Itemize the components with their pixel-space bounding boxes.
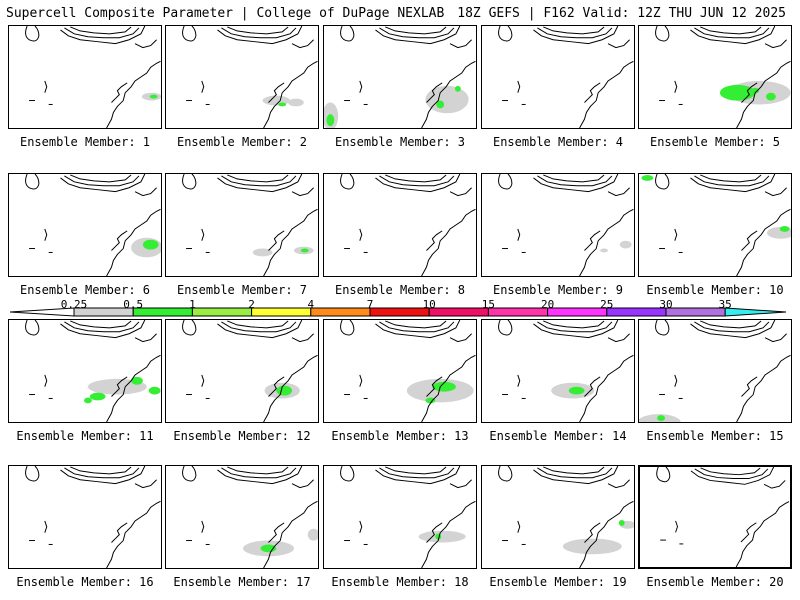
map-image — [340, 320, 476, 422]
map-panel-member-4[interactable] — [481, 25, 635, 129]
colorbar-tick-label: 4 — [307, 298, 315, 311]
colorbar-tick-label: 20 — [540, 298, 555, 311]
map-panel-member-18[interactable] — [323, 465, 477, 569]
map-panel-member-1[interactable] — [8, 25, 162, 129]
colorbar-segment — [487, 307, 549, 317]
map-image — [25, 26, 161, 128]
map-image — [498, 26, 634, 128]
member-label: Ensemble Member: 19 — [489, 575, 627, 589]
map-image — [656, 467, 790, 567]
colorbar-segment — [547, 307, 608, 317]
colorbar-segment — [191, 307, 253, 317]
map-image — [639, 320, 791, 422]
colorbar-tick-label: 1 — [189, 298, 196, 311]
map-image — [498, 174, 634, 276]
map-panel-member-11[interactable] — [8, 319, 162, 423]
colorbar-segment — [606, 307, 667, 317]
member-label: Ensemble Member: 2 — [176, 135, 308, 149]
colorbar-tick-label: 10 — [422, 298, 436, 311]
colorbar — [10, 307, 787, 317]
colorbar-tick-label: 7 — [366, 298, 374, 311]
member-label: Ensemble Member: 10 — [646, 283, 784, 297]
map-panel-member-20[interactable] — [638, 465, 792, 569]
member-label: Ensemble Member: 12 — [173, 429, 311, 443]
member-label: Ensemble Member: 8 — [334, 283, 466, 297]
colorbar-segment — [665, 307, 726, 317]
member-label: Ensemble Member: 4 — [492, 135, 624, 149]
member-label: Ensemble Member: 13 — [331, 429, 469, 443]
map-title: Supercell Composite Parameter | College … — [6, 6, 445, 21]
colorbar-tick-label: 15 — [481, 298, 496, 311]
map-panel-member-6[interactable] — [8, 173, 162, 277]
member-label: Ensemble Member: 1 — [19, 135, 151, 149]
member-label: Ensemble Member: 6 — [19, 283, 151, 297]
map-image — [182, 26, 318, 128]
run-info: 18Z GEFS | F162 Valid: 12Z THU JUN 12 20… — [457, 6, 786, 21]
member-label: Ensemble Member: 20 — [646, 575, 784, 589]
member-label: Ensemble Member: 18 — [331, 575, 469, 589]
map-image — [498, 320, 634, 422]
colorbar-segment — [251, 307, 312, 317]
map-image — [655, 26, 791, 128]
map-image — [340, 174, 476, 276]
map-panel-member-9[interactable] — [481, 173, 635, 277]
map-panel-member-15[interactable] — [638, 319, 792, 423]
map-panel-member-12[interactable] — [165, 319, 319, 423]
map-image — [25, 466, 161, 568]
map-panel-member-17[interactable] — [165, 465, 319, 569]
member-label: Ensemble Member: 9 — [492, 283, 624, 297]
colorbar-tick-label: 25 — [600, 298, 614, 311]
member-label: Ensemble Member: 15 — [646, 429, 784, 443]
member-label: Ensemble Member: 5 — [649, 135, 781, 149]
colorbar-tick-label: 0.5 — [123, 298, 144, 311]
member-label: Ensemble Member: 7 — [176, 283, 308, 297]
member-label: Ensemble Member: 16 — [16, 575, 154, 589]
member-label: Ensemble Member: 17 — [173, 575, 311, 589]
map-panel-member-8[interactable] — [323, 173, 477, 277]
colorbar-segment — [428, 307, 489, 317]
map-image — [182, 320, 318, 422]
map-panel-member-16[interactable] — [8, 465, 162, 569]
map-image — [340, 466, 476, 568]
colorbar-segment — [310, 307, 371, 317]
member-label: Ensemble Member: 3 — [334, 135, 466, 149]
colorbar-tick-label: 0.25 — [60, 298, 88, 311]
member-label: Ensemble Member: 14 — [489, 429, 627, 443]
map-panel-member-7[interactable] — [165, 173, 319, 277]
map-image — [498, 466, 634, 568]
map-panel-member-19[interactable] — [481, 465, 635, 569]
colorbar-right-arrow — [724, 307, 787, 317]
map-image — [324, 26, 476, 128]
map-panel-member-14[interactable] — [481, 319, 635, 423]
map-image — [182, 466, 318, 568]
member-label: Ensemble Member: 11 — [16, 429, 154, 443]
map-panel-member-3[interactable] — [323, 25, 477, 129]
map-panel-member-5[interactable] — [638, 25, 792, 129]
colorbar-tick-label: 30 — [659, 298, 673, 311]
map-image — [182, 174, 318, 276]
colorbar-tick-label: 35 — [718, 298, 732, 311]
map-panel-member-10[interactable] — [638, 173, 792, 277]
colorbar-segment — [369, 307, 430, 317]
map-image — [25, 320, 161, 422]
map-panel-member-2[interactable] — [165, 25, 319, 129]
map-image — [25, 174, 161, 276]
map-panel-member-13[interactable] — [323, 319, 477, 423]
map-image — [641, 174, 791, 276]
colorbar-tick-label: 2 — [248, 298, 255, 311]
